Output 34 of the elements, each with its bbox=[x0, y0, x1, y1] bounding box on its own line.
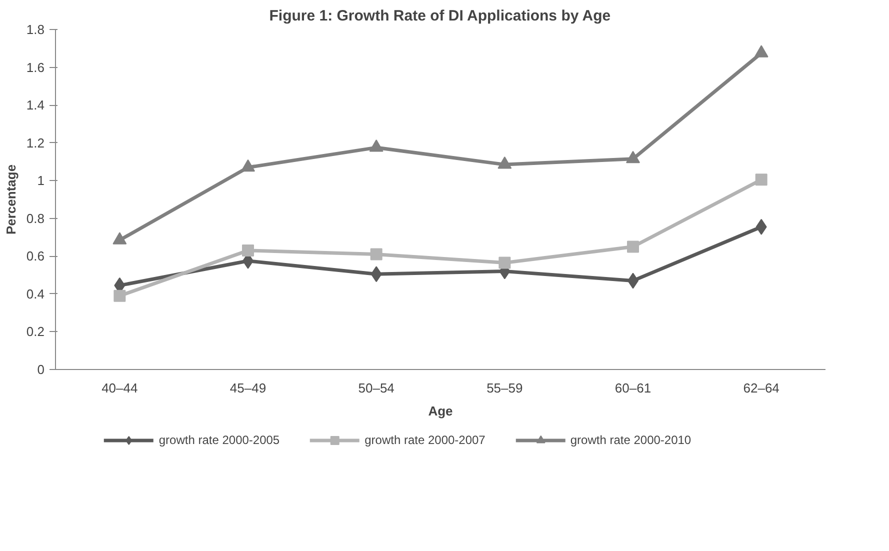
y-tick-label: 1.8 bbox=[26, 22, 45, 37]
x-tick-label: 50–54 bbox=[358, 380, 394, 396]
point bbox=[498, 156, 512, 169]
chart-title: Figure 1: Growth Rate of DI Applications by Age bbox=[269, 8, 611, 24]
y-tick-label: 1.6 bbox=[26, 60, 45, 75]
legend-label: growth rate 2000-2007 bbox=[364, 433, 486, 447]
y-tick-label: 1.4 bbox=[26, 98, 45, 113]
x-tick-label: 40–44 bbox=[102, 380, 138, 396]
point bbox=[754, 45, 768, 58]
point bbox=[626, 150, 640, 164]
point bbox=[755, 174, 768, 186]
point bbox=[241, 159, 255, 172]
point bbox=[369, 140, 384, 152]
y-tick-label: 1 bbox=[37, 173, 45, 188]
y-axis-title: Percentage bbox=[3, 164, 18, 235]
legend-label: growth rate 2000-2010 bbox=[570, 433, 692, 447]
y-tick-label: 0.6 bbox=[26, 248, 45, 264]
point bbox=[370, 248, 382, 260]
point bbox=[242, 244, 254, 256]
point bbox=[114, 290, 126, 302]
point bbox=[498, 256, 511, 269]
y-tick-label: 1.2 bbox=[26, 135, 45, 150]
x-tick-label: 55–59 bbox=[486, 380, 523, 396]
point bbox=[627, 240, 639, 253]
y-tick-label: 0.2 bbox=[26, 324, 45, 340]
y-tick-label: 0 bbox=[37, 362, 45, 377]
point bbox=[112, 232, 127, 244]
legend-label: growth rate 2000-2005 bbox=[158, 433, 280, 447]
x-tick-label: 45–49 bbox=[230, 380, 266, 396]
y-tick-label: 0.4 bbox=[26, 286, 45, 302]
x-tick-label: 60–61 bbox=[614, 380, 652, 396]
x-tick-label: 62–64 bbox=[743, 380, 780, 396]
x-axis-title: Age bbox=[428, 404, 453, 418]
y-tick-label: 0.8 bbox=[26, 210, 45, 226]
